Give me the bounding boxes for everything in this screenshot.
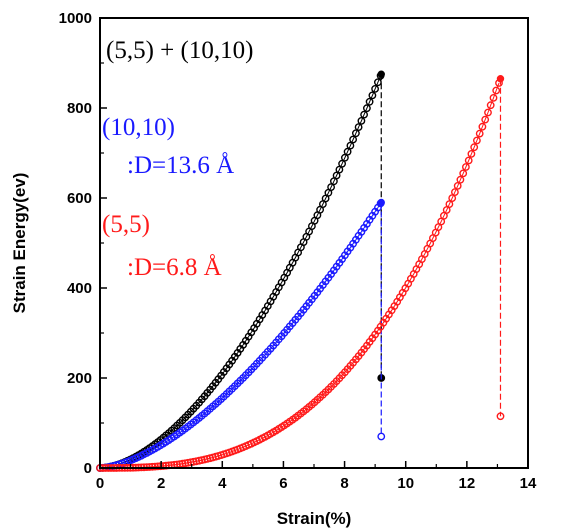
data-point <box>365 97 374 106</box>
data-point <box>338 159 346 168</box>
y-tick-label: 1000 <box>59 10 92 27</box>
fracture-point <box>377 432 386 441</box>
y-tick-label: 600 <box>67 190 92 207</box>
data-point <box>368 91 377 100</box>
data-point <box>481 115 490 124</box>
data-point <box>484 108 492 117</box>
data-point <box>178 459 187 468</box>
data-point <box>456 175 465 184</box>
data-point <box>464 156 473 165</box>
x-tick-label: 8 <box>340 475 348 492</box>
data-point <box>461 163 470 171</box>
series-line <box>99 203 382 469</box>
annotation-5-5: (5,5) <box>102 211 150 238</box>
data-point <box>470 143 479 152</box>
data-point <box>159 462 168 470</box>
y-tick-label: 200 <box>67 370 92 387</box>
x-axis-title: Strain(%) <box>277 509 352 528</box>
x-tick-label: 10 <box>397 475 414 492</box>
data-point <box>478 122 487 131</box>
data-point <box>486 101 495 110</box>
y-tick-label: 400 <box>67 280 92 297</box>
data-point <box>357 117 366 125</box>
x-tick-label: 12 <box>459 475 476 492</box>
data-point <box>349 135 357 144</box>
series-red <box>96 75 505 472</box>
peak-point <box>377 198 385 207</box>
x-tick-label: 0 <box>96 475 104 492</box>
x-tick-label: 2 <box>157 475 165 492</box>
data-point <box>354 123 363 132</box>
annotation-5-5-diameter: :D=6.8 Å <box>127 254 222 281</box>
data-point <box>467 149 476 158</box>
data-point <box>371 85 379 93</box>
data-point <box>489 94 498 102</box>
data-point <box>450 188 459 197</box>
y-tick-label: 0 <box>84 460 92 477</box>
data-point <box>453 181 462 190</box>
x-tick-label: 4 <box>218 475 227 492</box>
annotation-combined: (5,5) + (10,10) <box>106 37 253 64</box>
x-tick-label: 6 <box>279 475 287 492</box>
x-tick-label: 14 <box>520 475 537 492</box>
annotation-10-10: (10,10) <box>102 114 175 141</box>
data-point <box>472 136 481 145</box>
y-axis-title: Strain Energy(ev) <box>10 173 29 314</box>
data-point <box>346 141 355 150</box>
data-point <box>445 200 454 209</box>
peak-point <box>377 70 385 78</box>
data-point <box>492 86 501 95</box>
data-point <box>343 147 352 156</box>
peak-point <box>496 75 505 83</box>
annotation-10-10-diameter: :D=13.6 Å <box>127 152 234 179</box>
fracture-point <box>496 412 505 421</box>
chart-marks <box>96 70 505 472</box>
data-point <box>373 78 382 87</box>
data-point <box>459 169 468 178</box>
series-blue <box>96 198 386 472</box>
data-point <box>362 104 371 113</box>
y-tick-label: 800 <box>67 100 92 117</box>
data-point <box>151 462 159 471</box>
data-point <box>351 129 360 138</box>
data-point <box>148 462 157 471</box>
axis-ticks: 0 2 4 6 8 10 12 14 0 200 400 600 800 1000 <box>59 10 537 492</box>
data-point <box>475 129 484 138</box>
data-point <box>360 110 368 119</box>
